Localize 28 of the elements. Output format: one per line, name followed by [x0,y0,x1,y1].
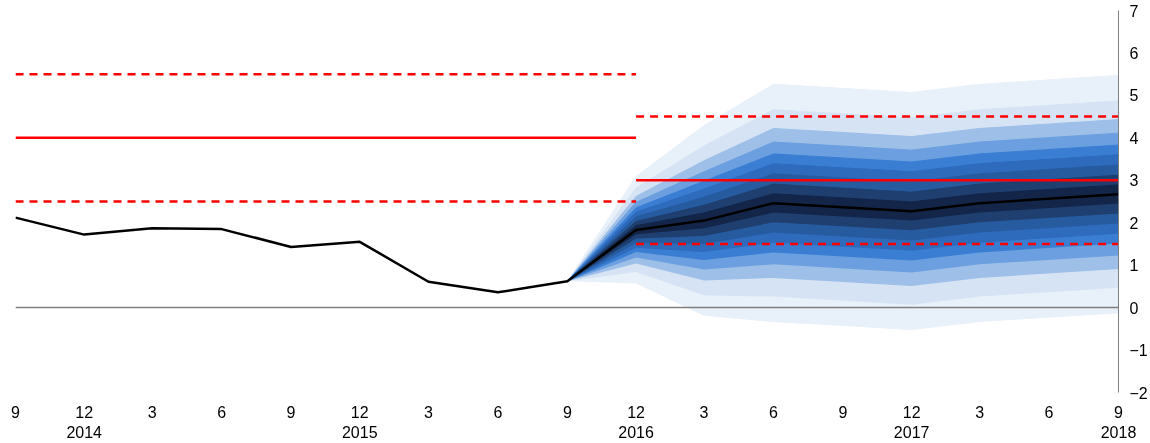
x-tick-label: 6 [493,403,503,421]
x-tick-label: 9 [286,403,296,421]
x-tick-label: 6 [1044,403,1054,421]
x-tick-label: 3 [147,403,157,421]
x-tick-label: 6 [769,403,779,421]
x-tick-label: 12 2015 [341,403,378,441]
y-tick-label: −2 [1129,384,1148,402]
y-tick-label: 0 [1129,299,1139,317]
x-tick-label: 12 2016 [618,403,654,441]
y-tick-label: 2 [1129,214,1139,232]
x-tick-label: 9 [562,403,572,421]
x-tick-label: 9 [838,403,848,421]
x-tick-label: 3 [699,403,709,421]
y-tick-label: 5 [1129,87,1139,105]
x-tick-label: 3 [424,403,434,421]
y-tick-label: 6 [1129,44,1139,62]
y-tick-label: 7 [1129,2,1139,20]
x-tick-label: 9 [11,403,21,421]
x-tick-label: 3 [975,403,985,421]
y-tick-label: −1 [1129,342,1148,360]
y-tick-label: 1 [1129,257,1139,275]
x-tick-label: 9 2018 [1100,403,1137,441]
y-tick-label: 4 [1129,129,1139,147]
x-tick-label: 12 2017 [893,403,930,441]
x-tick-label: 6 [217,403,227,421]
line-series [15,193,1119,294]
x-tick-label: 12 2014 [66,403,103,441]
y-tick-label: 3 [1129,172,1139,190]
